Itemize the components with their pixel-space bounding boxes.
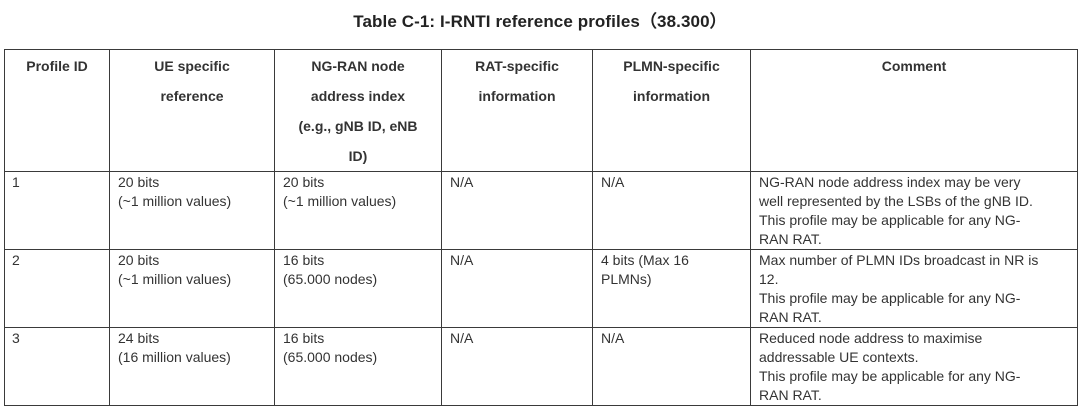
cell-ue-specific-reference: 20 bits (~1 million values) [109, 249, 275, 328]
table-row: 2 20 bits (~1 million values) 16 bits (6… [4, 249, 1078, 328]
cell-ue-specific-reference: 24 bits (16 million values) [109, 327, 275, 406]
cell-rat-specific-information: N/A [441, 327, 593, 406]
table-header-row: Profile ID UE specific reference NG-RAN … [4, 49, 1078, 172]
cell-plmn-specific-information: N/A [592, 171, 751, 250]
cell-comment: Reduced node address to maximise address… [750, 327, 1078, 406]
table-row: 3 24 bits (16 million values) 16 bits (6… [4, 327, 1078, 406]
cell-ue-specific-reference: 20 bits (~1 million values) [109, 171, 275, 250]
cell-plmn-specific-information: N/A [592, 327, 751, 406]
cell-node-address-index: 16 bits (65.000 nodes) [274, 327, 442, 406]
cell-plmn-specific-information: 4 bits (Max 16 PLMNs) [592, 249, 751, 328]
table-title: Table C-1: I-RNTI reference profiles（38.… [353, 12, 727, 31]
header-comment: Comment [750, 49, 1078, 172]
header-ng-ran-node-address-index: NG-RAN node address index (e.g., gNB ID,… [274, 49, 442, 172]
cell-comment: NG-RAN node address index may be very we… [750, 171, 1078, 250]
cell-node-address-index: 16 bits (65.000 nodes) [274, 249, 442, 328]
cell-profile-id: 3 [4, 327, 110, 406]
irnti-profiles-table: Profile ID UE specific reference NG-RAN … [4, 49, 1078, 406]
cell-rat-specific-information: N/A [441, 171, 593, 250]
header-ue-specific-reference: UE specific reference [109, 49, 275, 172]
cell-comment: Max number of PLMN IDs broadcast in NR i… [750, 249, 1078, 328]
header-rat-specific-information: RAT-specific information [441, 49, 593, 172]
cell-rat-specific-information: N/A [441, 249, 593, 328]
table-row: 1 20 bits (~1 million values) 20 bits (~… [4, 171, 1078, 250]
header-plmn-specific-information: PLMN-specific information [592, 49, 751, 172]
header-profile-id: Profile ID [4, 49, 110, 172]
cell-profile-id: 1 [4, 171, 110, 250]
cell-profile-id: 2 [4, 249, 110, 328]
cell-node-address-index: 20 bits (~1 million values) [274, 171, 442, 250]
